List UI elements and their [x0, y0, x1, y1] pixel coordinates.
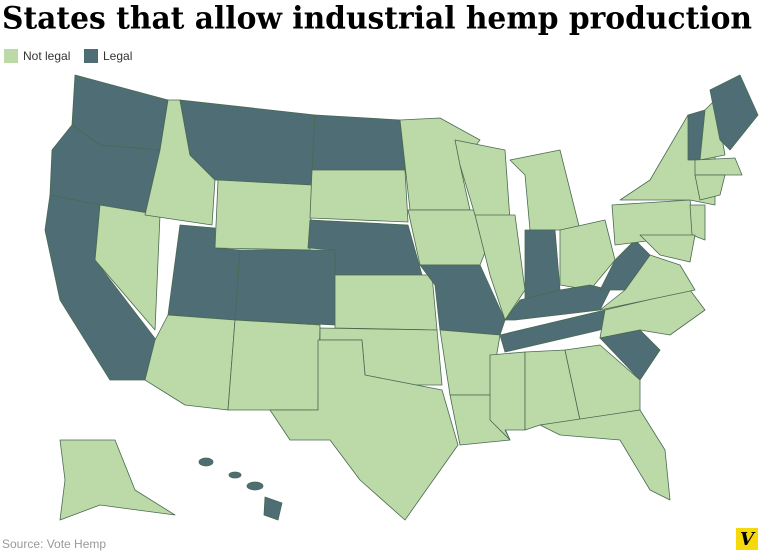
- legend-swatch: [4, 49, 18, 63]
- state: [709, 74, 759, 151]
- logo: V: [740, 529, 756, 550]
- state: [509, 149, 581, 231]
- state: [214, 179, 313, 251]
- state: [559, 219, 616, 291]
- state: [699, 99, 726, 161]
- state: [311, 114, 406, 171]
- state: [539, 409, 671, 501]
- state: [599, 239, 651, 291]
- source: Source: Vote Hemp: [2, 537, 106, 551]
- state: [59, 439, 176, 521]
- state: [269, 339, 459, 521]
- state: [504, 284, 611, 321]
- us-map: [44, 74, 759, 521]
- state: [599, 254, 696, 311]
- state: [564, 344, 641, 421]
- state: [227, 319, 321, 411]
- state: [694, 174, 726, 201]
- state: [144, 314, 236, 411]
- state: [334, 274, 438, 331]
- state: [234, 249, 336, 326]
- state: [246, 481, 264, 491]
- legend-label: Not legal: [23, 49, 70, 63]
- state: [689, 204, 706, 241]
- state: [524, 229, 561, 301]
- logo-box: [736, 528, 758, 550]
- state: [198, 457, 214, 467]
- state: [309, 169, 409, 223]
- state: [599, 329, 661, 381]
- title: States that allow industrial hemp produc…: [2, 1, 752, 37]
- state: [474, 214, 526, 321]
- legend-label: Legal: [103, 49, 132, 63]
- state: [228, 471, 242, 479]
- state: [263, 496, 283, 521]
- state: [639, 234, 696, 263]
- state: [94, 204, 161, 331]
- state: [694, 157, 743, 176]
- legend-swatch: [84, 49, 98, 63]
